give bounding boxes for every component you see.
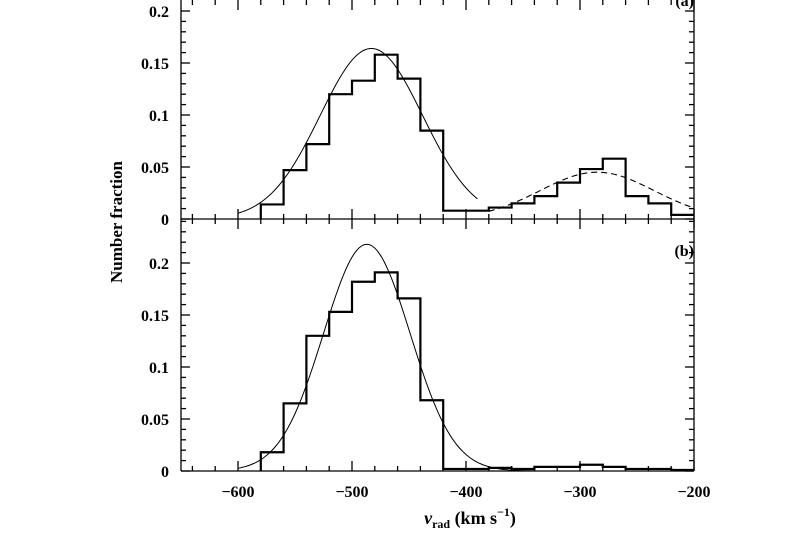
gaussian-fit bbox=[237, 243, 535, 472]
histogram-bar bbox=[603, 159, 626, 219]
x-tick-label: −600 bbox=[221, 484, 254, 501]
histogram-steps bbox=[259, 271, 694, 472]
histogram-bar bbox=[329, 312, 352, 471]
y-tick-label: 0.05 bbox=[141, 412, 169, 429]
panel-b: 0 0.05 0.1 0.15 0.2 (b) bbox=[141, 219, 695, 481]
histogram-bar bbox=[375, 55, 398, 219]
y-tick-label: 0.15 bbox=[141, 56, 169, 73]
y-tick-label: 0 bbox=[161, 464, 169, 481]
gaussian-fit-dashed bbox=[488, 171, 695, 212]
y-tick-label: 0.1 bbox=[149, 108, 169, 125]
x-tick-label: −500 bbox=[335, 484, 368, 501]
histogram-bar bbox=[466, 211, 489, 219]
histogram-bar bbox=[420, 131, 443, 219]
panel-a: 0 0.05 0.1 0.15 0.2 (a) bbox=[141, 0, 695, 229]
y-tick-label: 0.15 bbox=[141, 308, 169, 325]
histogram-bar bbox=[261, 204, 284, 219]
histogram-bar bbox=[375, 272, 398, 471]
histogram-bar bbox=[534, 196, 557, 219]
histogram-bar bbox=[261, 452, 284, 471]
y-tick-label: 0 bbox=[161, 212, 169, 229]
histogram-bar bbox=[648, 203, 671, 219]
histogram-bar bbox=[512, 203, 535, 219]
y-tick-label: 0.2 bbox=[149, 4, 169, 21]
gaussian-fit bbox=[237, 47, 478, 214]
x-axis-label: vrad (km s−1) bbox=[424, 505, 516, 531]
y-tick-label: 0.05 bbox=[141, 160, 169, 177]
histogram-bar bbox=[626, 196, 649, 219]
histogram-bar bbox=[443, 211, 466, 219]
histogram-bar bbox=[329, 94, 352, 219]
histogram-bar bbox=[489, 208, 512, 219]
y-axis-label: Number fraction bbox=[107, 160, 126, 283]
x-tick-label: −200 bbox=[677, 484, 710, 501]
histogram-bar bbox=[557, 183, 580, 219]
panel-label: (a) bbox=[675, 0, 694, 10]
histogram-bar bbox=[306, 144, 329, 219]
y-tick-label: 0.1 bbox=[149, 360, 169, 377]
histogram-bar bbox=[398, 79, 421, 219]
x-tick-label: −400 bbox=[449, 484, 482, 501]
x-axis-tick-labels: −600 −500 −400 −300 −200 bbox=[221, 484, 710, 501]
y-tick-label: 0.2 bbox=[149, 256, 169, 273]
histogram-bar bbox=[420, 400, 443, 471]
histogram-bar bbox=[398, 298, 421, 471]
x-tick-label: −300 bbox=[563, 484, 596, 501]
histogram-bar bbox=[352, 282, 375, 471]
histogram-bar bbox=[306, 336, 329, 471]
histogram-steps bbox=[259, 53, 694, 219]
panel-label: (b) bbox=[674, 243, 694, 260]
histogram-bar bbox=[284, 170, 307, 219]
histogram-bar bbox=[580, 169, 603, 219]
histogram-bar bbox=[352, 81, 375, 219]
